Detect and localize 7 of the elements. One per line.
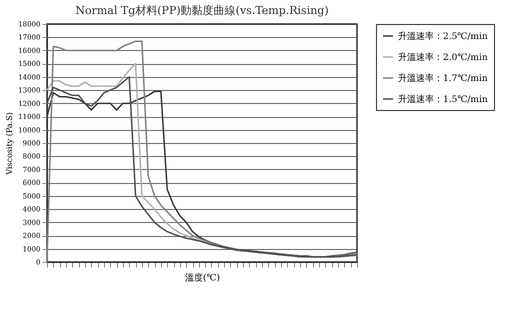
legend-label: 升溫速率：2.0℃/min: [398, 52, 488, 63]
legend-label: 升溫速率：1.7℃/min: [398, 73, 488, 84]
chart-title: Normal Tg材料(PP)動黏度曲線(vs.Temp.Rising): [75, 4, 329, 17]
legend-label: 升溫速率：2.5℃/min: [398, 31, 488, 42]
y-axis-title: Viscosity (Pa.S): [5, 112, 14, 176]
legend-label: 升溫速率：1.5℃/min: [398, 94, 488, 105]
x-axis-title: 溫度(℃): [184, 272, 220, 284]
